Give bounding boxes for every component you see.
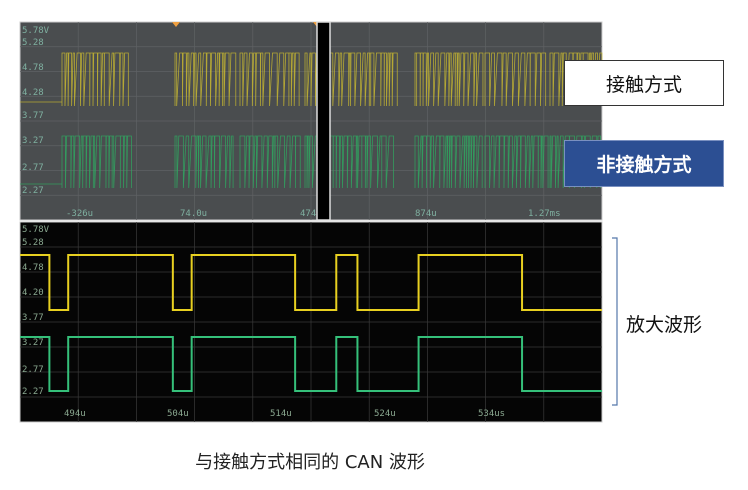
y-tick-label: 4.78 — [22, 63, 44, 73]
trigger-marker-icon — [172, 22, 180, 27]
y-tick-label: 2.77 — [22, 365, 44, 375]
contact-method-label: 接触方式 — [564, 60, 724, 106]
y-tick-label: 5.28 — [22, 38, 44, 48]
y-tick-label: 2.77 — [22, 163, 44, 173]
zoom-window-marker — [316, 21, 331, 221]
y-tick-label: 5.78V — [22, 225, 50, 235]
overview-green-trace — [20, 135, 601, 189]
x-tick-label: -326u — [66, 209, 93, 219]
non-contact-method-label: 非接触方式 — [564, 140, 724, 187]
x-tick-label: 874u — [415, 209, 437, 219]
x-tick-label: 74.0u — [180, 209, 207, 219]
x-tick-label: 534us — [478, 409, 505, 419]
zoom-yellow-trace — [20, 254, 602, 311]
y-tick-label: 4.20 — [22, 288, 44, 298]
overview-yellow-trace — [20, 52, 603, 107]
y-tick-label: 4.78 — [22, 263, 44, 273]
x-tick-label: 474u — [300, 209, 322, 219]
y-tick-label: 2.27 — [22, 387, 44, 397]
zoom-green-trace — [20, 336, 602, 392]
y-tick-label: 3.27 — [22, 136, 44, 146]
bracket-icon — [612, 237, 618, 406]
y-tick-label: 3.77 — [22, 111, 44, 121]
caption: 与接触方式相同的 CAN 波形 — [195, 452, 425, 473]
x-tick-label: 494u — [64, 409, 86, 419]
y-tick-label: 3.77 — [22, 313, 44, 323]
x-tick-label: 504u — [167, 409, 189, 419]
x-tick-label: 524u — [374, 409, 396, 419]
y-tick-label: 5.28 — [22, 238, 44, 248]
x-tick-label: 514u — [270, 409, 292, 419]
y-tick-label: 5.78V — [22, 26, 50, 36]
zoomed-waveform-label: 放大波形 — [626, 314, 703, 336]
y-tick-label: 4.28 — [22, 88, 44, 98]
y-tick-label: 3.27 — [22, 338, 44, 348]
y-tick-label: 2.27 — [22, 186, 44, 196]
x-tick-label: 1.27ms — [528, 209, 561, 219]
